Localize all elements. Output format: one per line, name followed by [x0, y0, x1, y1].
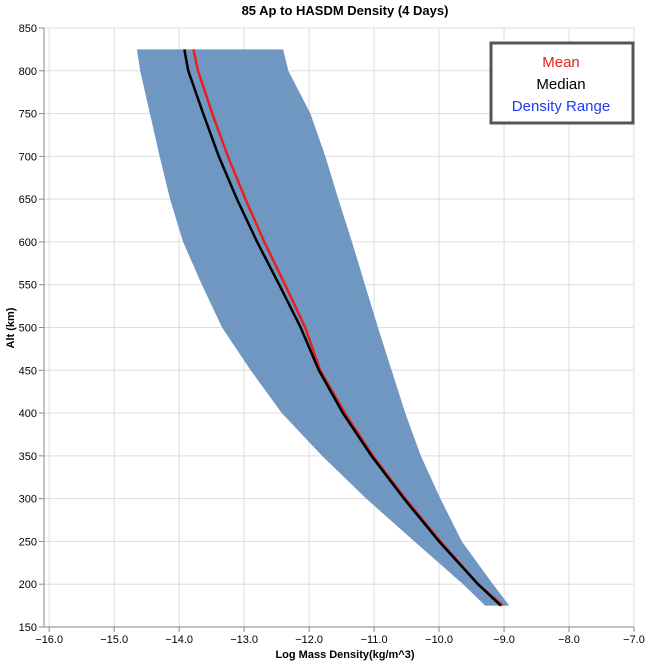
- legend-entry: Mean: [542, 54, 580, 71]
- y-tick-label: 450: [19, 365, 37, 377]
- line: [183, 49, 502, 607]
- y-tick-label: 550: [19, 280, 37, 292]
- y-tick-label: 750: [19, 109, 37, 121]
- x-tick-label: −16.0: [35, 634, 63, 646]
- y-tick-label: 700: [19, 151, 37, 163]
- legend-box: [489, 41, 635, 125]
- y-tick-label: 400: [19, 408, 37, 420]
- y-tick-label: 350: [19, 451, 37, 463]
- x-tick-label: −14.0: [165, 634, 193, 646]
- chart-title: 85 Ap to HASDM Density (4 Days): [242, 3, 449, 18]
- y-tick-label: 650: [19, 194, 37, 206]
- y-axis-label: Alt (km): [5, 307, 17, 348]
- x-tick-label: −11.0: [361, 634, 388, 646]
- x-tick-label: −10.0: [425, 634, 453, 646]
- x-tick-label: −8.0: [558, 634, 580, 646]
- x-tick-label: −12.0: [295, 634, 323, 646]
- x-axis-label: Log Mass Density(kg/m^3): [275, 649, 414, 661]
- y-tick-label: 250: [19, 536, 37, 548]
- y-tick-label: 500: [19, 323, 37, 335]
- x-tick-label: −13.0: [230, 634, 258, 646]
- y-tick-label: 150: [19, 622, 37, 634]
- y-tick-label: 800: [19, 66, 37, 78]
- legend-entry: Density Range: [512, 98, 610, 115]
- y-tick-label: 600: [19, 237, 37, 249]
- y-tick-label: 300: [19, 494, 37, 506]
- x-tick-label: −15.0: [100, 634, 128, 646]
- x-tick-label: −7.0: [623, 634, 645, 646]
- y-tick-label: 200: [19, 579, 37, 591]
- density-band: [136, 49, 510, 606]
- x-tick-label: −9.0: [493, 634, 515, 646]
- y-tick-label: 850: [19, 23, 37, 35]
- legend-entry: Median: [536, 76, 585, 93]
